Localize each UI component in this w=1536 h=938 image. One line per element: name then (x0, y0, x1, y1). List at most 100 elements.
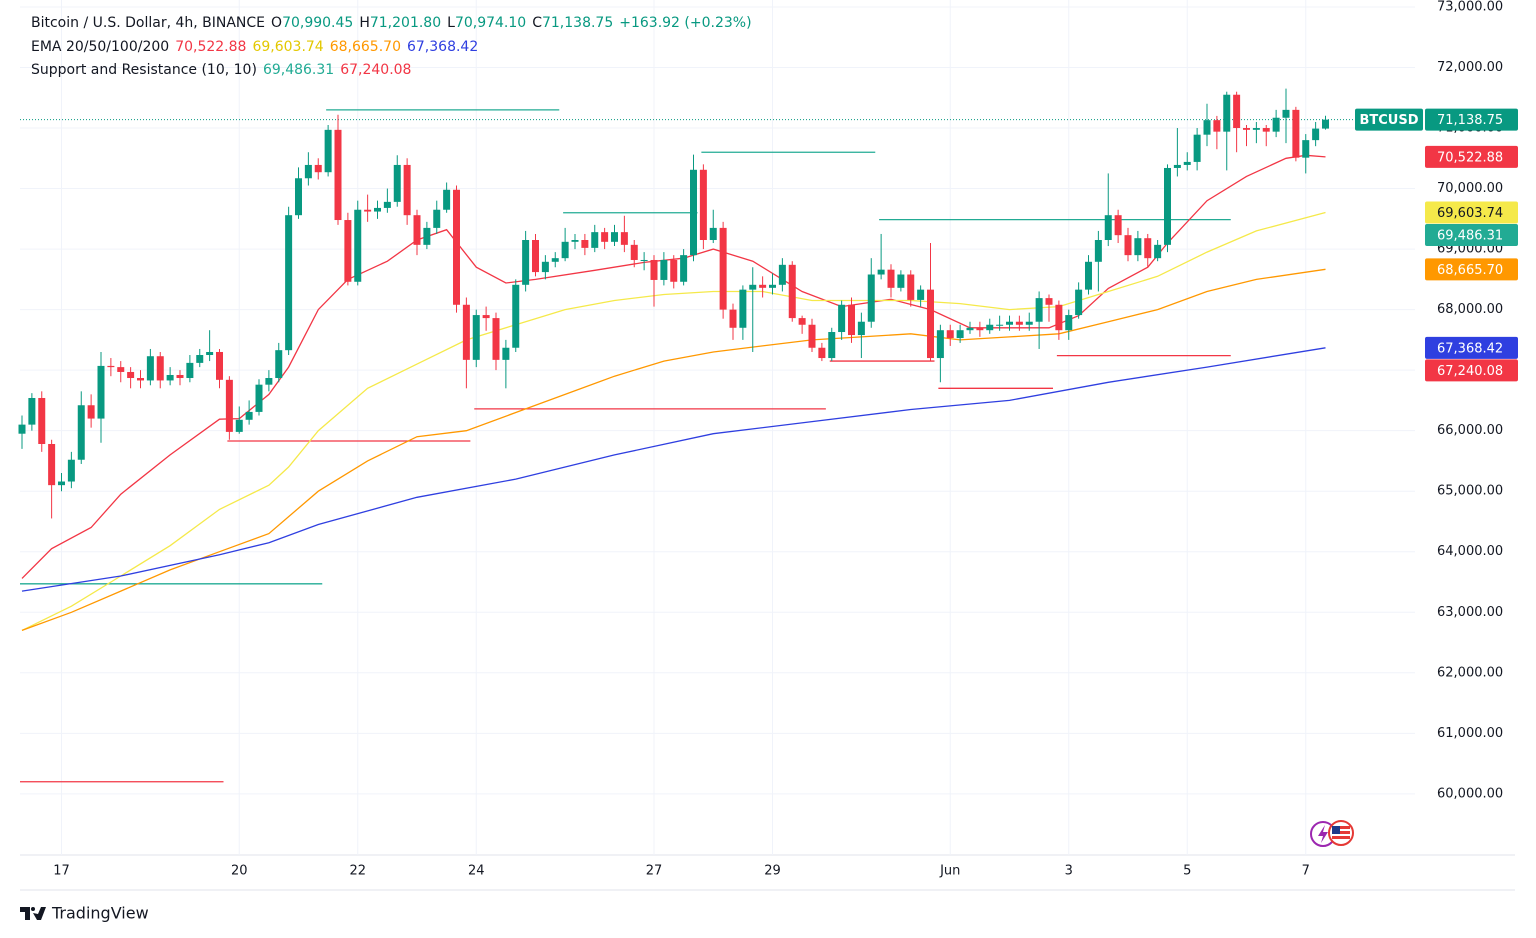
x-tick-label: 5 (1183, 864, 1191, 879)
candle-body (156, 356, 164, 381)
price-tag-label: 69,486.31 (1437, 229, 1503, 244)
x-tick-label: 24 (468, 864, 485, 879)
candle-body (936, 330, 944, 359)
candle-body (1094, 240, 1102, 262)
price-tag-label: 67,368.42 (1437, 341, 1503, 356)
ohlc-key: L (447, 15, 455, 31)
ema-title: EMA 20/50/100/200 (31, 38, 170, 55)
candle-body (690, 169, 697, 256)
candle-body (512, 284, 520, 348)
legend-row: EMA 20/50/100/200 70,522.88 69,603.74 68,66… (31, 36, 758, 60)
price-tag-label: 69,603.74 (1437, 206, 1503, 221)
candle-body (314, 164, 322, 173)
y-tick-label: 68,000.00 (1437, 302, 1503, 317)
y-tick-label: 63,000.00 (1437, 605, 1503, 620)
price-tag: 68,665.70 (1425, 258, 1518, 281)
grid (20, 0, 1415, 855)
price-tag: 70,522.88 (1425, 145, 1518, 168)
y-tick-label: 73,000.00 (1437, 0, 1503, 14)
candle-body (453, 189, 460, 305)
candle-body (1233, 94, 1241, 129)
candle-body (1164, 167, 1171, 245)
candle-body (522, 240, 530, 285)
candle-body (956, 330, 964, 339)
candle-body (591, 232, 599, 248)
candle-body (38, 397, 46, 444)
price-tag: 69,603.74 (1425, 201, 1518, 224)
candle-body (1223, 94, 1231, 132)
candle-body (492, 318, 500, 360)
price-tag-box (1425, 359, 1518, 382)
candle-body (1292, 109, 1300, 158)
candle-body (838, 304, 846, 333)
candle-body (1025, 321, 1033, 325)
legend-row: Support and Resistance (10, 10) 69,486.31… (31, 59, 758, 83)
candle-body (1213, 120, 1221, 132)
candle-body (887, 269, 895, 288)
ohlc-value: 70,990.45 (282, 15, 354, 31)
candle-body (1262, 128, 1270, 132)
candle-body (1055, 304, 1063, 331)
x-tick-label: Jun (939, 864, 960, 879)
price-tag-box (1425, 224, 1518, 247)
y-tick-label: 66,000.00 (1437, 423, 1503, 438)
candle-body (137, 378, 144, 381)
candle-body (265, 378, 273, 385)
ohlc-key: H (359, 15, 370, 31)
candle-body (28, 397, 36, 425)
candle-body (877, 269, 885, 275)
candle-body (146, 356, 154, 381)
candle-body (58, 481, 65, 486)
candle-body (1006, 321, 1013, 325)
candle-body (1173, 164, 1181, 168)
candle-body (1302, 140, 1310, 158)
legend-title: Bitcoin / U.S. Dollar, 4h, BINANCE (31, 15, 266, 31)
candle-body (897, 274, 905, 288)
candle-body (216, 351, 223, 380)
y-tick-label: 62,000.00 (1437, 665, 1503, 680)
symbol-tag-box (1355, 108, 1423, 131)
candle-body (1154, 244, 1162, 259)
price-tag-label: 68,665.70 (1437, 263, 1503, 278)
x-tick-label: 22 (349, 864, 366, 879)
candle-body (867, 274, 875, 322)
ema-line (21, 211, 1326, 631)
candle-body (324, 129, 332, 173)
candle-body (304, 164, 312, 179)
candle-body (235, 419, 243, 432)
candle-body (670, 259, 678, 282)
candle-body (443, 189, 451, 210)
candle-body (828, 332, 836, 359)
candle-body (1193, 134, 1201, 162)
sr-value: 69,486.31 (262, 62, 335, 78)
candle-body (1015, 321, 1023, 325)
candle-body (611, 232, 618, 242)
candle-body (285, 215, 293, 351)
candle-body (699, 169, 707, 241)
candle-body (778, 264, 786, 285)
candle-body (1203, 120, 1211, 135)
candle-body (759, 284, 767, 288)
candle-body (571, 240, 579, 242)
candle-body (857, 321, 865, 336)
candle-body (1104, 215, 1112, 241)
candle-body (196, 355, 204, 363)
candle-body (166, 374, 174, 381)
icon (1310, 820, 1354, 847)
candle-body (1282, 109, 1290, 118)
candle-body (344, 220, 352, 282)
candle-body (620, 232, 628, 245)
candle-body (927, 289, 934, 359)
y-tick-label: 64,000.00 (1437, 544, 1503, 559)
candle-body (818, 347, 826, 359)
candle-body (433, 209, 441, 228)
candle-body (77, 405, 85, 460)
candle-body (739, 289, 747, 328)
candle-body (541, 261, 549, 273)
y-tick-label: 61,000.00 (1437, 726, 1503, 741)
price-tag-box (1425, 201, 1518, 224)
candle-body (334, 129, 342, 221)
price-tag-box (1425, 108, 1518, 131)
candle-body (561, 241, 569, 259)
